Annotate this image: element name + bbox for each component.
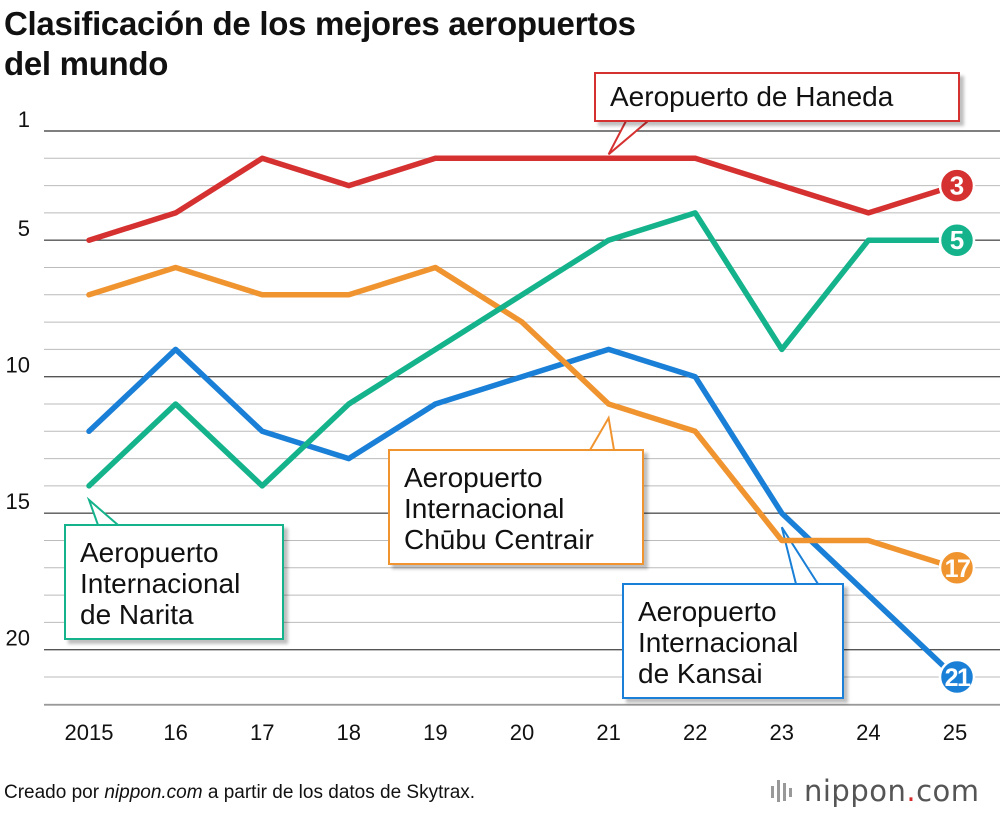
callout-narita-line-3: de Narita (80, 599, 194, 630)
callout-pointer-chubu (588, 415, 616, 451)
chart-title: Clasificación de los mejores aeropuertos… (4, 4, 804, 84)
y-tick-label: 5 (18, 216, 30, 241)
x-tick-label: 25 (943, 720, 967, 745)
callout-narita-line-2: Internacional (80, 568, 241, 599)
callout-chubu-line-1: Aeropuerto (404, 462, 543, 493)
y-tick-label: 20 (6, 626, 30, 651)
x-tick-label: 17 (250, 720, 274, 745)
callout-pointer-narita (86, 496, 121, 526)
x-tick-label: 20 (510, 720, 534, 745)
end-label-chubu: 17 (945, 555, 970, 583)
chart-title-line-2: del mundo (4, 45, 169, 82)
end-badge-haneda (938, 167, 976, 204)
logo-tld: com (916, 774, 980, 808)
callout-narita-line-1: Aeropuerto (80, 537, 219, 568)
callout-narita: Aeropuerto Internacional de Narita (64, 524, 284, 640)
logo-name: nippon (804, 774, 907, 808)
callout-chubu-line-2: Internacional (404, 493, 565, 524)
x-tick-label: 22 (683, 720, 707, 745)
end-labels: 3 5 17 21 (938, 167, 976, 696)
x-tick-label: 18 (337, 720, 361, 745)
series-line-haneda (86, 155, 958, 243)
callout-pointer-haneda (607, 120, 651, 156)
end-label-kansai: 21 (945, 664, 971, 692)
x-tick-label: 23 (770, 720, 794, 745)
x-tick-label: 19 (423, 720, 447, 745)
end-label-haneda: 3 (950, 171, 964, 201)
source-credit: Creado por nippon.com a partir de los da… (4, 782, 475, 804)
callout-kansai-line-2: Internacional (638, 627, 799, 658)
end-badge-chubu (938, 549, 976, 587)
y-tick-label: 1 (18, 107, 30, 132)
series-line-narita (86, 210, 958, 489)
x-tick-label: 24 (856, 720, 880, 745)
credit-site: nippon.com (104, 782, 203, 803)
y-tick-label: 10 (6, 353, 30, 378)
logo-dot: . (906, 774, 917, 808)
x-axis-ticks: 2015 16 17 18 19 20 21 22 23 24 25 (65, 720, 968, 745)
x-tick-label: 21 (596, 720, 620, 745)
x-tick-label: 16 (163, 720, 187, 745)
end-badge-kansai (938, 658, 976, 696)
x-tick-label: 2015 (65, 720, 114, 745)
callout-kansai: Aeropuerto Internacional de Kansai (622, 583, 844, 699)
end-badge-narita (938, 221, 976, 259)
callout-haneda-line-1: Aeropuerto de Haneda (610, 81, 894, 112)
credit-suffix: a partir de los datos de Skytrax. (202, 782, 476, 803)
y-tick-label: 15 (6, 489, 30, 514)
callout-pointer-kansai (780, 526, 820, 585)
credit-prefix: Creado por (4, 782, 105, 803)
series-lines (86, 155, 958, 680)
callout-kansai-line-1: Aeropuerto (638, 596, 777, 627)
callout-kansai-line-3: de Kansai (638, 658, 763, 689)
series-line-chubu (86, 264, 958, 571)
chart-title-line-1: Clasificación de los mejores aeropuertos (4, 5, 636, 42)
callout-chubu: Aeropuerto Internacional Chūbu Centrair (388, 449, 644, 565)
callout-chubu-line-3: Chūbu Centrair (404, 524, 594, 555)
nippon-logo: nippon. com (768, 774, 980, 808)
end-label-narita: 5 (950, 225, 964, 255)
callout-haneda: Aeropuerto de Haneda (594, 72, 960, 122)
nippon-logo-icon (771, 780, 792, 802)
